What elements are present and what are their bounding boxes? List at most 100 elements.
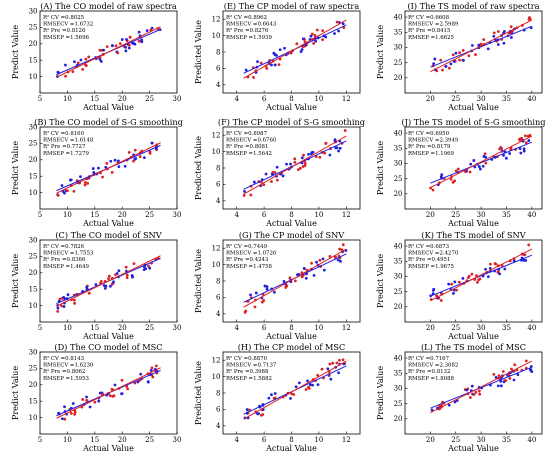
prediction-point [73,302,77,305]
stat-line: R² CV =0.8987 [226,130,268,137]
panel-5: (F) The CP model of S-G smoothing 4 6 8 10 12… [194,117,365,228]
y-tick-label: 20 [29,40,38,48]
x-tick-label: 35 [502,436,511,444]
calibration-point [299,50,303,54]
y-tick-label: 10 [212,373,221,381]
panel-title: (K) The TS model of SNV [421,230,526,240]
prediction-point [147,264,150,268]
prediction-point [297,168,300,172]
y-axis-label: Predict Value [11,254,20,308]
calibration-point [113,158,117,162]
y-tick-label: 12 [212,245,221,253]
y-tick-label: 35 [394,258,403,266]
stat-line: RMSECV =1.6148 [43,138,94,144]
stat-line: R² Pre =0.4951 [408,256,450,263]
calibration-point [329,377,333,381]
y-tick-label: 10 [29,414,38,422]
y-tick-label: 8 [216,48,220,56]
stat-line: RMSEP =1.5642 [226,151,272,157]
x-axis-label: Actual Value [447,219,499,228]
calibration-point [79,58,83,62]
calibration-point [285,162,288,166]
calibration-point [102,48,106,52]
calibration-point [333,138,337,142]
y-tick-label: 8 [216,164,220,172]
calibration-point [529,368,532,372]
prediction-point [56,194,60,197]
calibration-point [461,276,465,280]
prediction-point [114,273,117,277]
calibration-point [256,412,260,416]
calibration-point [245,408,249,411]
y-axis-label: Predicted Value [194,361,203,425]
calibration-point [312,274,316,277]
prediction-point [454,169,458,173]
prediction-point [509,25,513,29]
prediction-point [110,170,114,174]
x-axis-label: Actual Value [82,332,134,341]
plot-marks [56,255,161,313]
calibration-point [134,157,138,160]
y-tick-label: 40 [394,13,403,21]
calibration-point [112,280,115,284]
calibration-point [478,167,482,171]
x-tick-label: 12 [342,436,351,444]
x-axis-label: Actual Value [82,103,134,112]
calibration-point [98,391,102,395]
calibration-point [304,276,308,280]
stat-line: RMSECV =0.6760 [226,138,277,144]
calibration-point [252,180,256,184]
y-tick-label: 15 [29,57,38,65]
calibration-point [263,284,267,288]
plot-marks [429,133,533,192]
prediction-point [324,141,328,145]
calibration-point [341,22,345,26]
stat-line: RMSECV =2.3082 [408,363,458,369]
prediction-point [338,358,341,362]
calibration-point [314,39,318,43]
calibration-point [131,41,134,45]
prediction-point [335,20,339,24]
prediction-point [501,370,505,373]
x-tick-label: 10 [314,324,323,332]
plot-marks [56,364,161,421]
x-tick-label: 12 [342,211,351,219]
calibration-point [333,32,336,35]
stat-line: RMSEP =1.4649 [43,264,89,270]
stat-line: RMSEP =1.4758 [226,264,272,270]
stat-line: R² CV =0.6950 [408,130,450,137]
prediction-point [293,157,297,161]
y-tick-label: 10 [212,261,221,269]
calibration-point [275,165,279,169]
stat-line: R² Pre =0.4243 [226,256,269,263]
calibration-point [486,47,490,51]
calibration-point [56,70,60,74]
prediction-point [527,243,531,247]
prediction-point [335,361,339,365]
stat-line: RMSECV =1.6230 [43,363,94,369]
stat-line: RMSECV =1.6732 [43,22,93,28]
x-axis-label: Actual Value [447,332,499,341]
prediction-point [484,161,488,165]
prediction-fit-line [56,367,161,419]
panel-title: (J) The TS model of S-G smoothing [401,117,545,127]
x-tick-label: 8 [289,95,293,103]
calibration-point [477,165,481,168]
x-tick-label: 30 [173,324,182,332]
prediction-point [253,305,257,309]
calibration-point [127,46,131,50]
prediction-point [458,51,462,55]
prediction-point [341,243,345,247]
prediction-point [260,300,264,304]
calibration-point [452,60,456,63]
calibration-point [265,287,269,291]
prediction-point [524,359,528,363]
y-axis-label: Predicted Value [194,136,203,200]
x-tick-label: 20 [426,211,435,219]
calibration-point [306,379,309,383]
prediction-point [71,70,75,74]
prediction-point [118,42,122,46]
calibration-point [482,155,486,158]
calibration-point [518,147,522,151]
